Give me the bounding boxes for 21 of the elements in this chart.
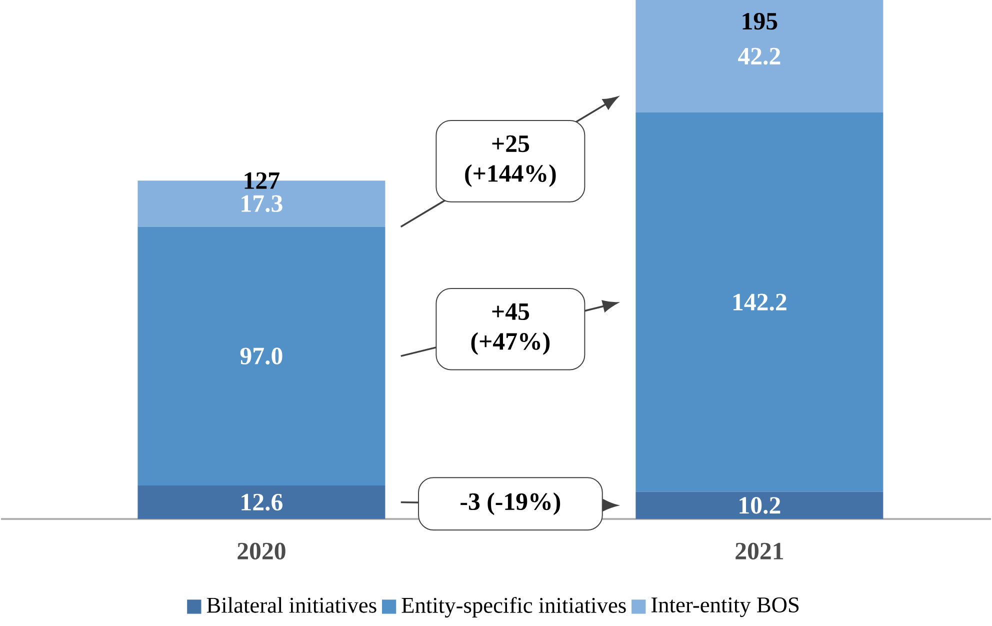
x-tick-label: 2020 xyxy=(238,542,286,560)
bar xyxy=(636,0,884,112)
x-tick-label: 2021 xyxy=(736,542,784,560)
annotation: +25 (+144%) xyxy=(465,135,556,187)
data-label: 10.2 xyxy=(740,496,780,514)
data-label: 42.2 xyxy=(738,48,780,64)
total-label: 127 xyxy=(244,172,280,189)
legend-label: Entity-specific initiatives xyxy=(402,596,626,618)
annotation: -3 (-19%) xyxy=(460,492,560,515)
bar xyxy=(636,492,884,519)
bar xyxy=(138,485,386,519)
bar xyxy=(636,112,884,492)
data-label: 12.6 xyxy=(242,494,282,510)
total-label: 195 xyxy=(742,12,778,30)
data-label: 17.3 xyxy=(242,195,282,212)
data-label: 142.2 xyxy=(733,294,786,310)
annotation: +45 (+47%) xyxy=(471,303,550,355)
legend-label: Bilateral initiatives xyxy=(206,596,376,613)
data-label: 97.0 xyxy=(240,347,282,364)
bar xyxy=(138,226,386,486)
legend-label: Inter-entity BOS xyxy=(651,597,799,617)
